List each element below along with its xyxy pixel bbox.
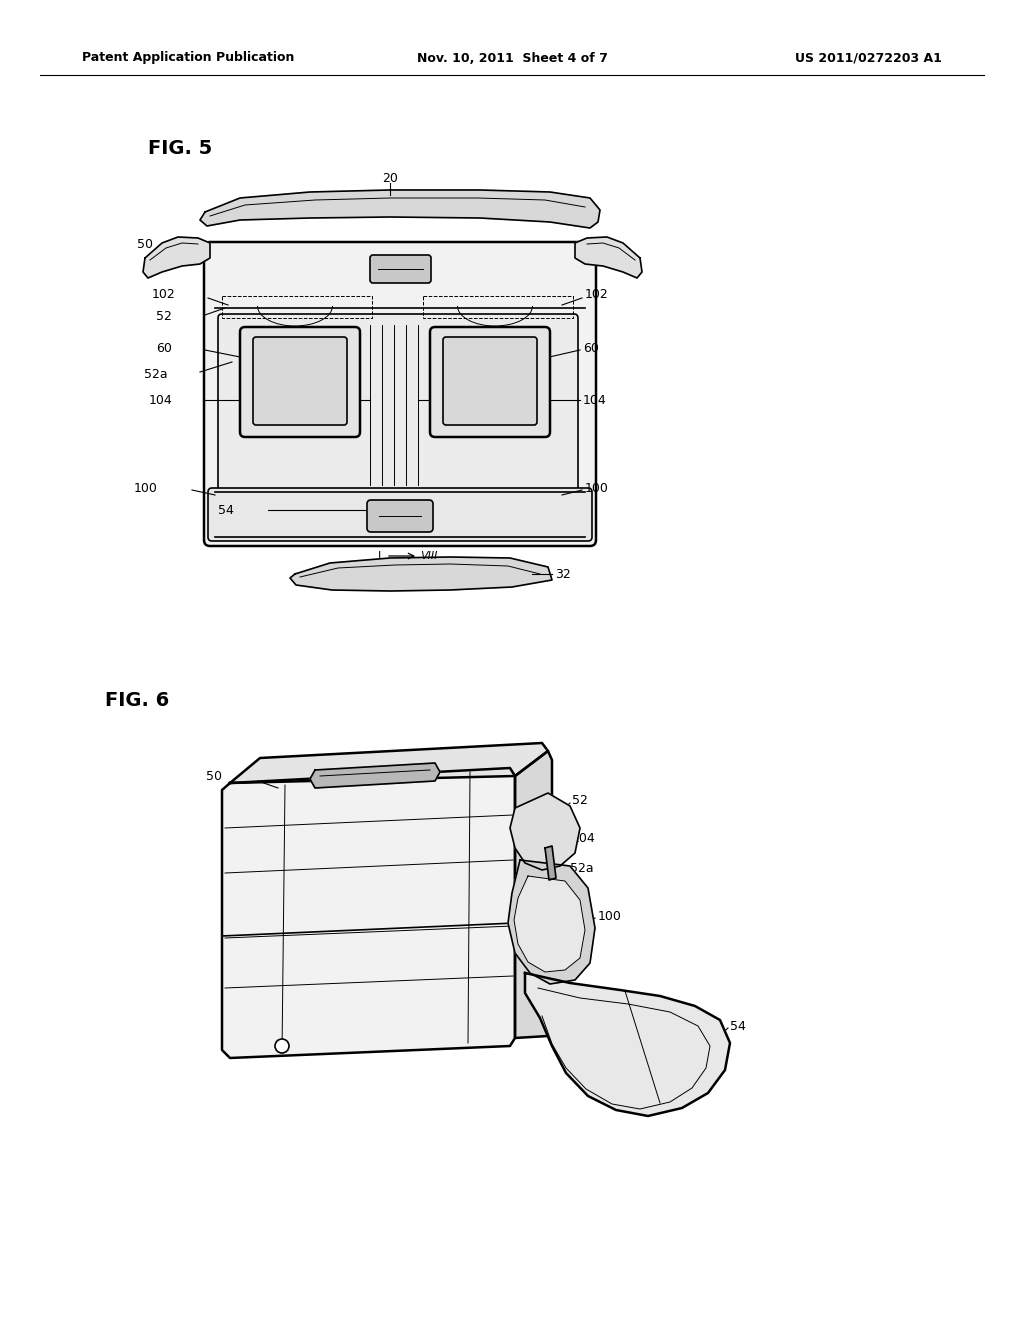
Polygon shape: [230, 743, 548, 783]
Polygon shape: [290, 557, 552, 591]
Text: 54: 54: [218, 503, 234, 516]
Polygon shape: [310, 763, 440, 788]
Text: 52: 52: [156, 309, 172, 322]
Text: L: L: [378, 550, 384, 561]
Text: 50: 50: [137, 239, 153, 252]
FancyBboxPatch shape: [443, 337, 537, 425]
FancyBboxPatch shape: [208, 488, 592, 541]
Text: 104: 104: [572, 832, 596, 845]
FancyBboxPatch shape: [253, 337, 347, 425]
Polygon shape: [545, 846, 556, 880]
Bar: [423, 296, 573, 318]
FancyBboxPatch shape: [204, 242, 596, 546]
FancyBboxPatch shape: [370, 255, 431, 282]
Text: VIII: VIII: [412, 273, 429, 282]
Text: 20: 20: [382, 172, 398, 185]
Text: 54: 54: [730, 1019, 745, 1032]
Text: 50: 50: [206, 770, 222, 783]
Circle shape: [275, 1039, 289, 1053]
Text: VIII: VIII: [420, 550, 437, 561]
Text: 52: 52: [572, 793, 588, 807]
Text: 32: 32: [555, 568, 570, 581]
Text: 60: 60: [156, 342, 172, 355]
Text: 100: 100: [598, 909, 622, 923]
Text: 52a: 52a: [570, 862, 594, 874]
Text: Patent Application Publication: Patent Application Publication: [82, 51, 294, 65]
Polygon shape: [143, 238, 210, 279]
Text: 60: 60: [583, 342, 599, 355]
Polygon shape: [508, 861, 595, 983]
Polygon shape: [200, 190, 600, 228]
Text: FIG. 6: FIG. 6: [105, 690, 169, 710]
Text: 102: 102: [585, 289, 608, 301]
FancyBboxPatch shape: [367, 500, 433, 532]
Bar: [222, 296, 372, 318]
Text: US 2011/0272203 A1: US 2011/0272203 A1: [795, 51, 942, 65]
Polygon shape: [525, 973, 730, 1115]
Text: 100: 100: [134, 482, 158, 495]
Polygon shape: [222, 768, 515, 1059]
FancyBboxPatch shape: [240, 327, 360, 437]
Text: 102: 102: [152, 289, 175, 301]
Polygon shape: [510, 793, 580, 870]
Polygon shape: [515, 751, 552, 1038]
Text: 104: 104: [583, 393, 607, 407]
Polygon shape: [514, 876, 585, 972]
Text: 104: 104: [148, 393, 172, 407]
Text: 52a: 52a: [144, 367, 168, 380]
Text: 100: 100: [585, 482, 609, 495]
FancyBboxPatch shape: [218, 314, 578, 492]
Text: Nov. 10, 2011  Sheet 4 of 7: Nov. 10, 2011 Sheet 4 of 7: [417, 51, 607, 65]
Polygon shape: [575, 238, 642, 279]
FancyBboxPatch shape: [430, 327, 550, 437]
Text: FIG. 5: FIG. 5: [148, 139, 212, 157]
